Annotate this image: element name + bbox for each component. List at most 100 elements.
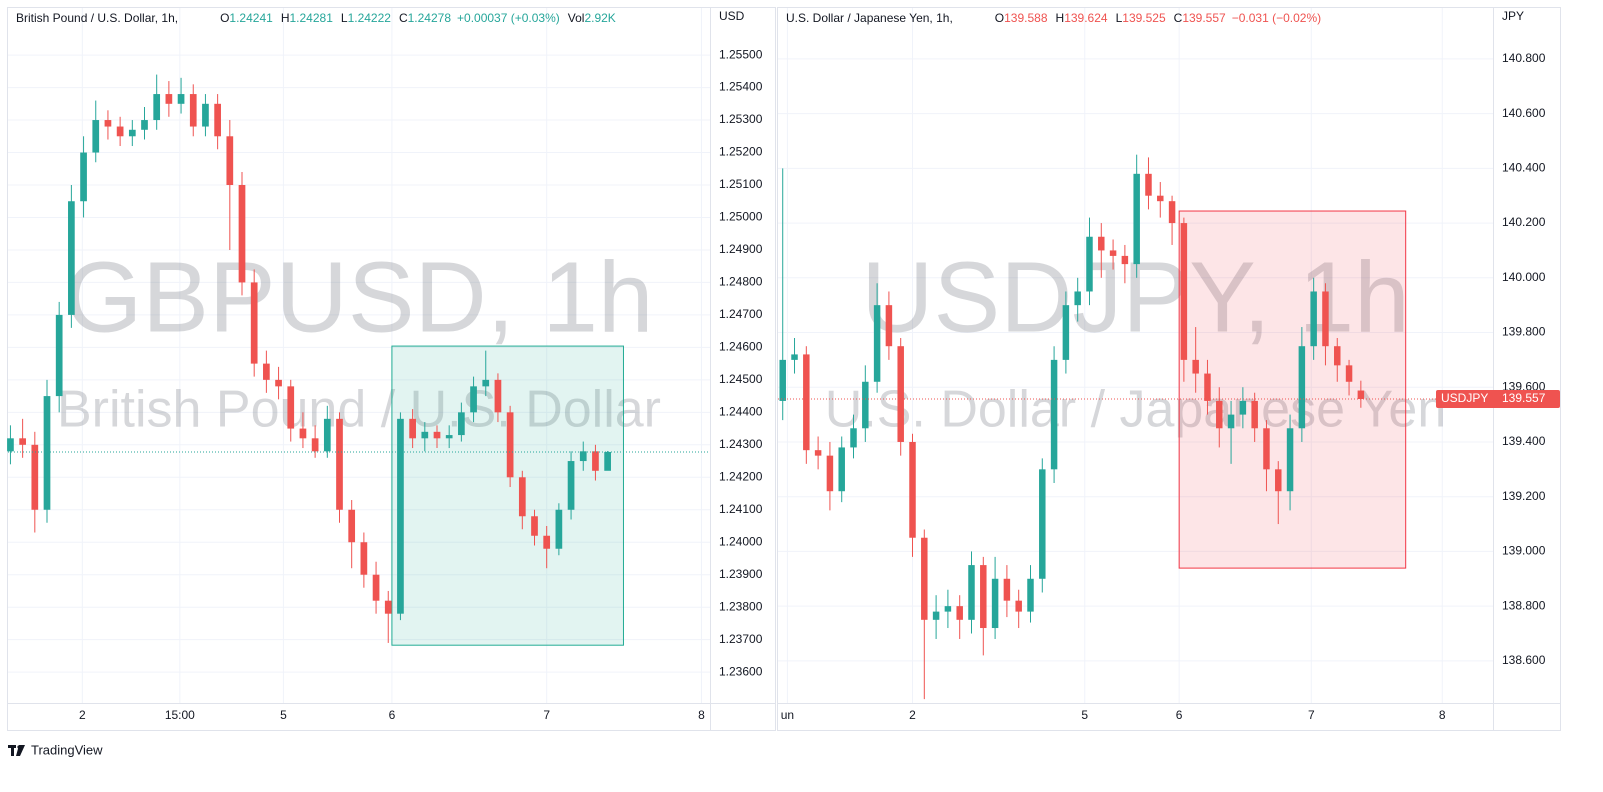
candle-body — [336, 418, 343, 510]
candle-body — [1145, 173, 1152, 196]
legend-value: 139.588 — [1004, 11, 1048, 25]
candle-body — [1286, 428, 1294, 492]
y-tick-label: 1.23900 — [719, 567, 763, 581]
candle-body — [1086, 236, 1093, 292]
candle-body — [932, 611, 940, 620]
candle-body — [1039, 469, 1046, 579]
legend-value: 139.525 — [1122, 11, 1166, 25]
candle-body — [7, 438, 14, 452]
candle-body — [980, 565, 987, 629]
legend-value: 1.24241 — [229, 11, 273, 25]
y-tick-label: 1.24200 — [719, 469, 763, 483]
legend-key: H — [281, 11, 290, 25]
legend-key: C — [1174, 11, 1183, 25]
y-tick-label: 1.25500 — [719, 47, 763, 61]
candle-body — [1168, 201, 1176, 224]
candle-body — [1192, 359, 1199, 374]
legend-change: −0.031 (−0.02%) — [1232, 11, 1321, 25]
candle-body — [360, 542, 368, 575]
candle-body — [567, 461, 575, 510]
price-axis-unit: USD — [719, 9, 745, 23]
candle-body — [141, 120, 148, 130]
candle-body — [128, 129, 136, 137]
candle-body — [1157, 195, 1164, 202]
y-tick-label: 1.24500 — [719, 372, 763, 386]
legend-change: +0.00037 (+0.03%) — [457, 11, 560, 25]
candle-body — [1345, 365, 1353, 382]
candle-body — [991, 578, 999, 629]
candle-body — [43, 396, 51, 510]
candle-body — [1015, 600, 1022, 612]
legend-value: 139.624 — [1064, 11, 1108, 25]
y-tick-label: 140.600 — [1502, 106, 1546, 120]
candle-body — [531, 516, 538, 536]
legend-key: Vol — [568, 11, 585, 25]
y-tick-label: 1.23800 — [719, 599, 763, 613]
candle-body — [311, 438, 319, 452]
chart-pane: 1.23600 1.23700 1.23800 1.23900 1.24000 1.241… — [7, 8, 763, 722]
x-tick-label: 7 — [543, 708, 550, 722]
y-tick-label: 140.000 — [1502, 270, 1546, 284]
legend-key: L — [1116, 11, 1123, 25]
candle-body — [897, 346, 904, 442]
x-tick-label: un — [781, 708, 794, 722]
candle-body — [826, 455, 834, 492]
candle-body — [238, 184, 246, 283]
legend-key: O — [220, 11, 229, 25]
y-tick-label: 139.600 — [1502, 379, 1546, 393]
y-tick-label: 1.24800 — [719, 275, 763, 289]
y-tick-label: 139.000 — [1502, 544, 1546, 558]
candle-body — [506, 412, 514, 478]
candle-body — [250, 282, 258, 364]
chart-pane: 138.600 138.800 139.000 139.200 139.400 139.6… — [778, 8, 1560, 722]
price-label-symbol: USDJPY — [1441, 391, 1488, 405]
legend-key: H — [1056, 11, 1065, 25]
candle-body — [1357, 390, 1365, 400]
y-tick-label: 1.24000 — [719, 534, 763, 548]
candle-body — [1121, 255, 1129, 265]
y-tick-label: 140.800 — [1502, 51, 1546, 65]
y-tick-label: 1.24100 — [719, 502, 763, 516]
legend-key: O — [995, 11, 1004, 25]
candle-body — [1298, 346, 1306, 429]
y-tick-label: 1.25000 — [719, 210, 763, 224]
candle-body — [104, 120, 112, 127]
candle-body — [803, 354, 810, 451]
legend-value: 2.92K — [584, 11, 615, 25]
drawn-rectangle — [391, 345, 624, 646]
legend-key: C — [399, 11, 408, 25]
y-tick-label: 1.24700 — [719, 307, 763, 321]
candle-body — [873, 305, 881, 382]
watermark: U.S. Dollar / Japanese Yen — [825, 381, 1447, 439]
candle-body — [1334, 346, 1341, 366]
candle-body — [226, 136, 234, 185]
candle-body — [862, 381, 869, 429]
drawn-rectangle — [1178, 210, 1407, 569]
candle-body — [1003, 578, 1011, 601]
logo-shape — [11, 745, 14, 756]
candle-body — [116, 126, 124, 137]
legend-value: 1.24281 — [289, 11, 333, 25]
candle-body — [1263, 428, 1270, 470]
candle-body — [1109, 250, 1117, 256]
candle-body — [409, 418, 416, 439]
candle-body — [921, 537, 928, 620]
symbol-title: British Pound / U.S. Dollar, 1h, — [16, 11, 178, 25]
candle-body — [470, 386, 477, 413]
y-tick-label: 1.24600 — [719, 340, 763, 354]
candle-body — [1204, 373, 1211, 401]
candle-body — [1074, 291, 1081, 306]
candle-body — [779, 359, 786, 401]
y-tick-label: 1.24300 — [719, 437, 763, 451]
candle-body — [814, 450, 822, 456]
watermark: British Pound / U.S. Dollar — [57, 381, 661, 439]
candle-body — [579, 451, 587, 462]
logo-shape — [17, 745, 21, 749]
candle-body — [909, 441, 916, 538]
x-tick-label: 2 — [909, 708, 916, 722]
brand-logo[interactable]: TradingView — [8, 742, 103, 757]
candle-body — [1239, 400, 1247, 415]
legend-key: L — [341, 11, 348, 25]
x-tick-label: 5 — [280, 708, 287, 722]
